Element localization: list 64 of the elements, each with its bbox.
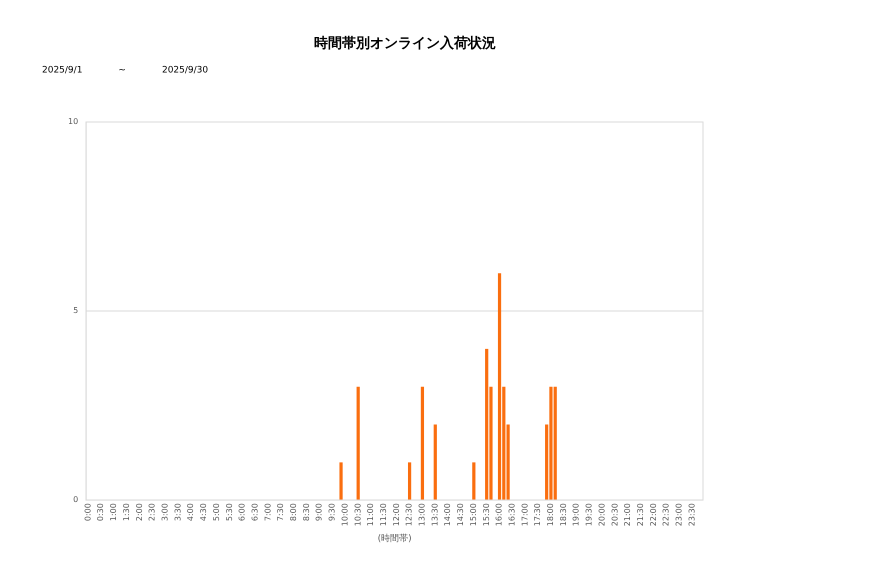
x-tick-label: 1:30 bbox=[122, 503, 131, 522]
x-tick-label: 10:00 bbox=[340, 503, 350, 526]
x-tick-label: 19:30 bbox=[584, 503, 594, 526]
x-tick-label: 22:30 bbox=[662, 503, 671, 526]
chart-subtitle: 2025/9/1 ~ 2025/9/30 bbox=[42, 65, 208, 76]
x-axis-title: (時間帯) bbox=[378, 532, 412, 544]
x-tick-label: 6:00 bbox=[238, 503, 247, 522]
x-tick-label: 9:30 bbox=[328, 503, 337, 522]
x-tick-label: 2:00 bbox=[134, 503, 144, 522]
x-tick-label: 2:30 bbox=[148, 503, 157, 522]
x-tick-label: 18:00 bbox=[546, 503, 556, 526]
x-tick-label: 1:00 bbox=[109, 503, 118, 522]
x-tick-label: 14:30 bbox=[456, 503, 466, 526]
bar bbox=[485, 348, 488, 500]
bar bbox=[554, 386, 557, 500]
x-tick-label: 6:30 bbox=[250, 503, 260, 522]
x-tick-label: 4:00 bbox=[186, 503, 196, 522]
bar bbox=[339, 462, 343, 500]
x-tick-label: 17:30 bbox=[533, 503, 542, 526]
x-tick-label: 18:30 bbox=[558, 503, 568, 526]
x-tick-label: 5:00 bbox=[212, 503, 221, 522]
x-tick-label: 21:30 bbox=[636, 503, 645, 526]
chart-title: 時間帯別オンライン入荷状況 bbox=[314, 36, 496, 52]
x-tick-label: 8:00 bbox=[289, 503, 298, 522]
x-tick-label: 13:30 bbox=[430, 503, 440, 526]
bar bbox=[472, 462, 476, 500]
x-tick-label: 13:00 bbox=[418, 503, 427, 526]
x-tick-label: 4:30 bbox=[199, 503, 208, 522]
x-tick-label: 22:00 bbox=[648, 503, 658, 526]
x-tick-label: 0:30 bbox=[96, 503, 106, 522]
y-tick-label: 10 bbox=[68, 117, 78, 126]
y-tick-label: 0 bbox=[73, 495, 78, 504]
x-tick-label: 10:30 bbox=[353, 503, 362, 526]
x-tick-label: 20:30 bbox=[610, 503, 620, 526]
bar bbox=[356, 386, 360, 500]
bar bbox=[498, 273, 502, 500]
x-tick-label: 8:30 bbox=[302, 503, 311, 522]
x-tick-label: 11:00 bbox=[366, 503, 376, 526]
x-tick-label: 21:00 bbox=[623, 503, 632, 526]
x-tick-label: 0:00 bbox=[83, 503, 92, 522]
x-tick-label: 3:30 bbox=[173, 503, 182, 522]
x-tick-label: 7:30 bbox=[276, 503, 286, 522]
bar bbox=[549, 386, 553, 500]
x-tick-label: 9:00 bbox=[314, 503, 324, 522]
bar bbox=[420, 386, 424, 500]
x-tick-label: 15:00 bbox=[468, 503, 478, 526]
x-tick-label: 15:30 bbox=[482, 503, 491, 526]
x-tick-label: 11:30 bbox=[378, 503, 388, 526]
x-tick-label: 23:00 bbox=[674, 503, 684, 526]
bar bbox=[408, 462, 412, 500]
x-tick-label: 17:00 bbox=[520, 503, 530, 526]
x-tick-label: 16:30 bbox=[507, 503, 516, 526]
x-tick-label: 20:00 bbox=[597, 503, 606, 526]
bar bbox=[434, 424, 437, 500]
x-tick-label: 3:00 bbox=[160, 503, 170, 522]
y-tick-label: 5 bbox=[73, 306, 78, 316]
x-tick-label: 12:30 bbox=[404, 503, 414, 526]
x-tick-label: 14:00 bbox=[443, 503, 452, 526]
x-tick-label: 5:30 bbox=[224, 503, 234, 522]
x-tick-label: 23:30 bbox=[687, 503, 696, 526]
x-tick-label: 19:00 bbox=[572, 503, 581, 526]
x-tick-label: 12:00 bbox=[392, 503, 401, 526]
x-tick-label: 7:00 bbox=[263, 503, 272, 522]
x-tick-label: 16:00 bbox=[494, 503, 504, 526]
